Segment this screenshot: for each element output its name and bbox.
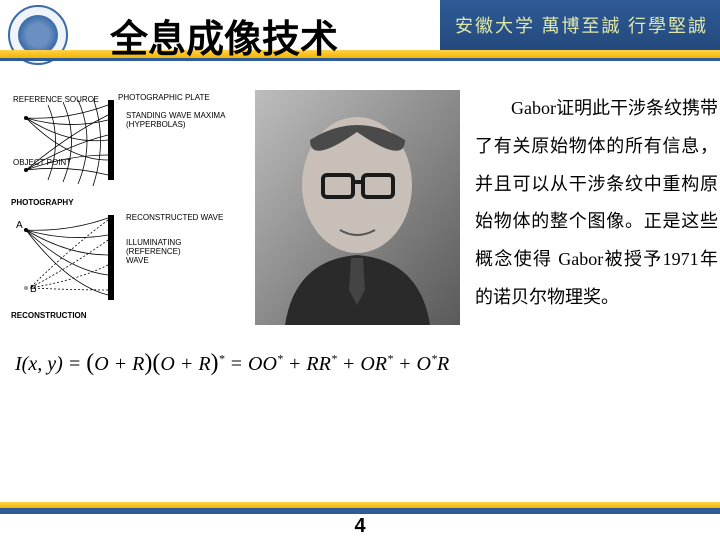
content-area: REFERENCE SOURCE PHOTOGRAPHIC PLATE STAN…	[0, 80, 720, 490]
slide-title: 全息成像技术	[110, 8, 338, 63]
title-accent-yellow	[0, 50, 720, 58]
label-b: B	[30, 284, 37, 295]
label-photographic-plate: PHOTOGRAPHIC PLATE	[118, 93, 210, 102]
university-motto: 安徽大学 萬博至誠 行學堅誠	[455, 12, 708, 38]
intensity-equation: I(x, y) = (O + R)(O + R)* = OO* + RR* + …	[15, 350, 445, 377]
label-photography: PHOTOGRAPHY	[11, 198, 74, 207]
body-text-content: Gabor证明此干涉条纹携带了有关原始物体的所有信息，并且可以从干涉条纹中重构原…	[475, 98, 718, 307]
header-banner: 安徽大学 萬博至誠 行學堅誠	[440, 0, 720, 50]
gabor-portrait	[255, 90, 460, 325]
label-a: A	[16, 220, 23, 231]
page-number: 4	[0, 515, 720, 538]
body-text: Gabor证明此干涉条纹携带了有关原始物体的所有信息，并且可以从干涉条纹中重构原…	[475, 90, 718, 317]
footer-accent-blue	[0, 508, 720, 514]
label-reference-source: REFERENCE SOURCE	[13, 95, 99, 104]
title-accent-blue	[0, 58, 720, 61]
logo-inner	[18, 15, 58, 55]
label-reconstructed-wave: RECONSTRUCTED WAVE	[126, 213, 223, 222]
label-reconstruction: RECONSTRUCTION	[11, 311, 87, 320]
holography-diagram: REFERENCE SOURCE PHOTOGRAPHIC PLATE STAN…	[8, 90, 248, 325]
label-standing-wave: STANDING WAVE MAXIMA (HYPERBOLAS)	[126, 111, 227, 129]
label-illuminating-wave: ILLUMINATING (REFERENCE) WAVE	[126, 238, 184, 265]
